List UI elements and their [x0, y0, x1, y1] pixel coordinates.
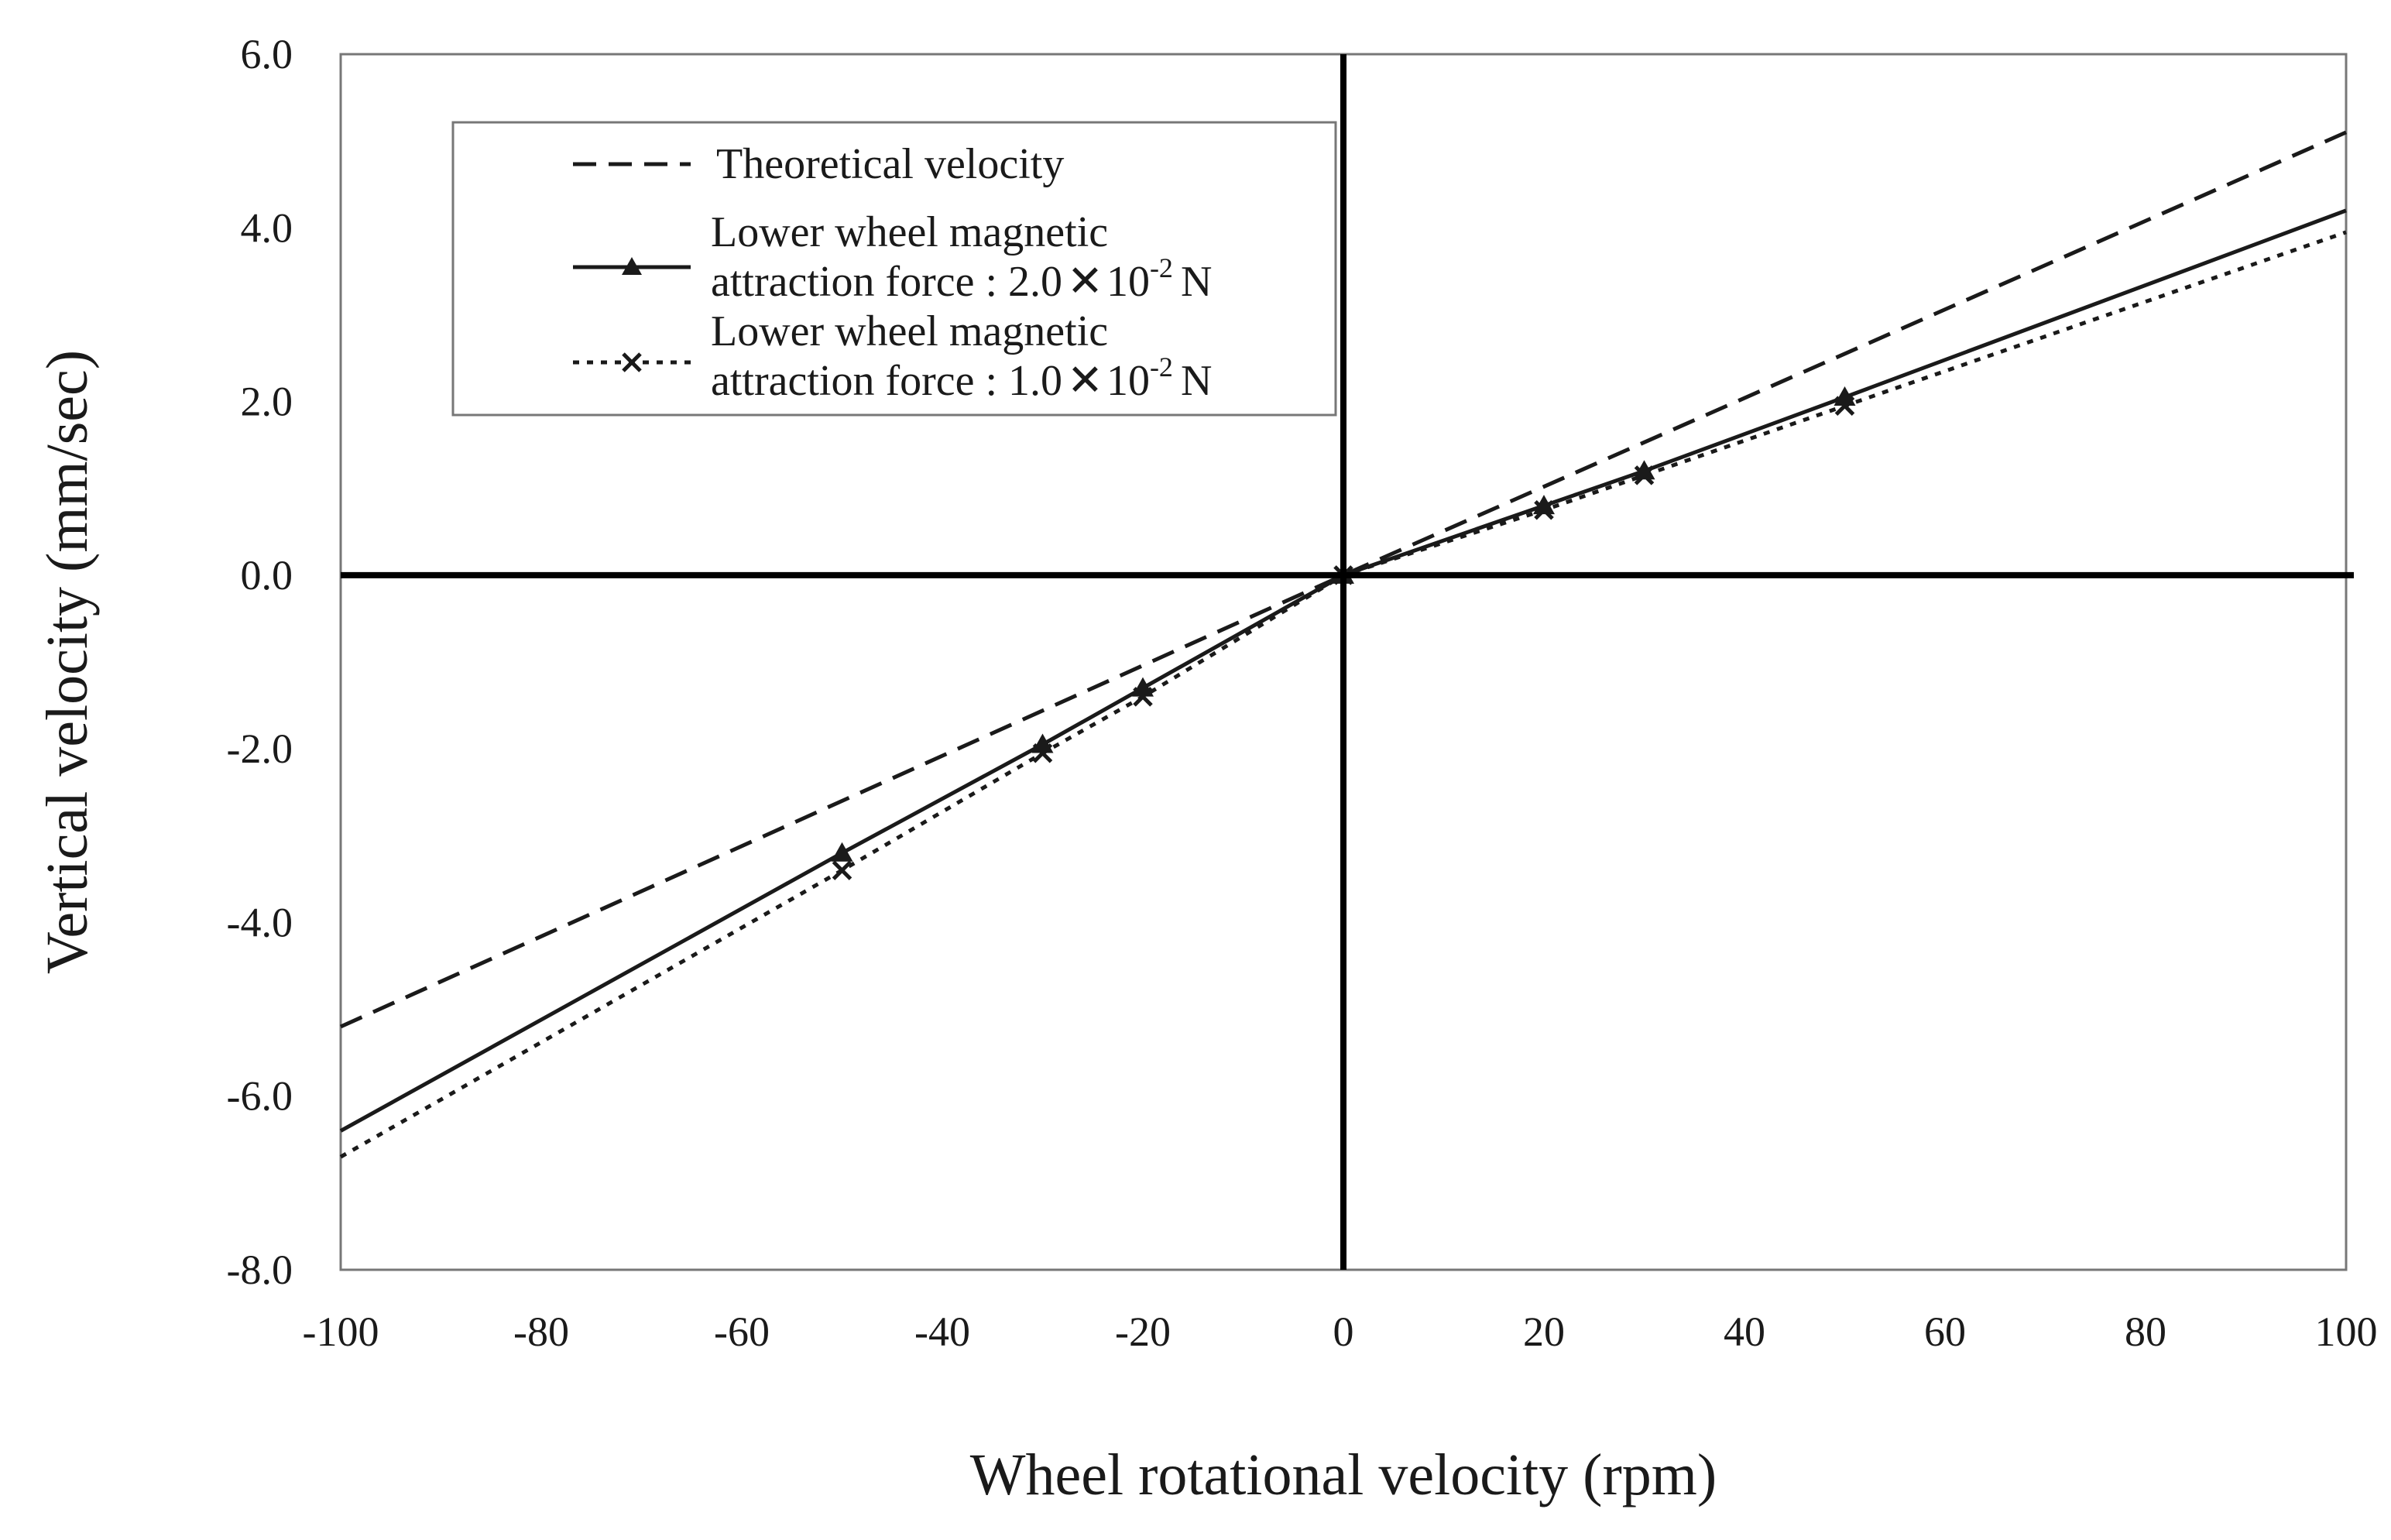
x-tick-label: 20	[1523, 1308, 1565, 1355]
y-tick-label: -4.0	[227, 899, 293, 945]
data-point-x	[1634, 465, 1655, 485]
data-point-x	[1133, 687, 1153, 707]
legend-label-force-1-times: ✕	[1067, 357, 1103, 405]
x-tick-label: 0	[1333, 1308, 1354, 1355]
zero-axes	[341, 54, 2354, 1270]
y-axis-ticks: -8.0 -6.0 -4.0 -2.0 0.0 2.0 4.0 6.0	[227, 31, 293, 1293]
data-point-x	[1534, 499, 1554, 520]
x-tick-label: 80	[2125, 1308, 2166, 1355]
legend-label-theoretical: Theoretical velocity	[716, 140, 1064, 188]
legend-marker-x	[622, 352, 642, 372]
series-line	[339, 130, 2348, 1029]
x-tick-label: -60	[714, 1308, 770, 1355]
legend-label-force-2-base: 10	[1106, 258, 1150, 306]
x-tick-label: 60	[1924, 1308, 1966, 1355]
data-point-x	[1032, 743, 1053, 763]
legend-label-force-2-exp: -2	[1150, 252, 1173, 283]
legend-label-force-1-base: 10	[1106, 357, 1150, 405]
legend-label-force-2-prefix: attraction force : 2.0	[711, 258, 1062, 306]
legend-label-force-1-line1: Lower wheel magnetic	[711, 307, 1108, 355]
y-tick-label: 4.0	[241, 204, 293, 251]
series-0	[339, 130, 2348, 1029]
x-axis-title: Wheel rotational velocity (rpm)	[970, 1442, 1717, 1507]
x-axis-ticks: -100 -80 -60 -40 -20 0 20 40 60 80 100	[303, 1308, 2378, 1355]
x-tick-label: 100	[2315, 1308, 2378, 1355]
y-tick-label: -6.0	[227, 1073, 293, 1120]
y-tick-label: 6.0	[241, 31, 293, 77]
legend-label-force-1-exp: -2	[1150, 352, 1173, 382]
y-tick-label: -2.0	[227, 725, 293, 772]
legend-label-force-1-line2: attraction force : 1.0 ✕10-2 N	[711, 352, 1212, 405]
legend-label-force-1-unit: N	[1181, 357, 1212, 405]
y-tick-label: 2.0	[241, 379, 293, 425]
y-tick-label: 0.0	[241, 552, 293, 599]
x-tick-label: -100	[303, 1308, 379, 1355]
data-point-triangle	[831, 842, 853, 862]
legend-label-force-2-times: ✕	[1067, 258, 1103, 306]
x-tick-label: 40	[1724, 1308, 1765, 1355]
x-tick-label: -40	[914, 1308, 970, 1355]
legend-label-force-1-prefix: attraction force : 1.0	[711, 357, 1062, 405]
data-point-x	[1834, 396, 1855, 416]
legend-label-force-2-unit: N	[1181, 258, 1212, 306]
legend-marker-triangle	[622, 257, 642, 275]
legend: Theoretical velocity Lower wheel magneti…	[451, 121, 1337, 417]
legend-label-force-2-line2: attraction force : 2.0 ✕10-2 N	[711, 252, 1212, 306]
legend-label-force-2-line1: Lower wheel magnetic	[711, 208, 1108, 256]
x-tick-label: -20	[1115, 1308, 1171, 1355]
data-point-x	[832, 860, 852, 880]
y-tick-label: -8.0	[227, 1247, 293, 1293]
data-point-triangle	[1533, 495, 1555, 515]
y-axis-title: Vertical velocity (mm/sec)	[35, 350, 100, 974]
x-tick-label: -80	[513, 1308, 569, 1355]
